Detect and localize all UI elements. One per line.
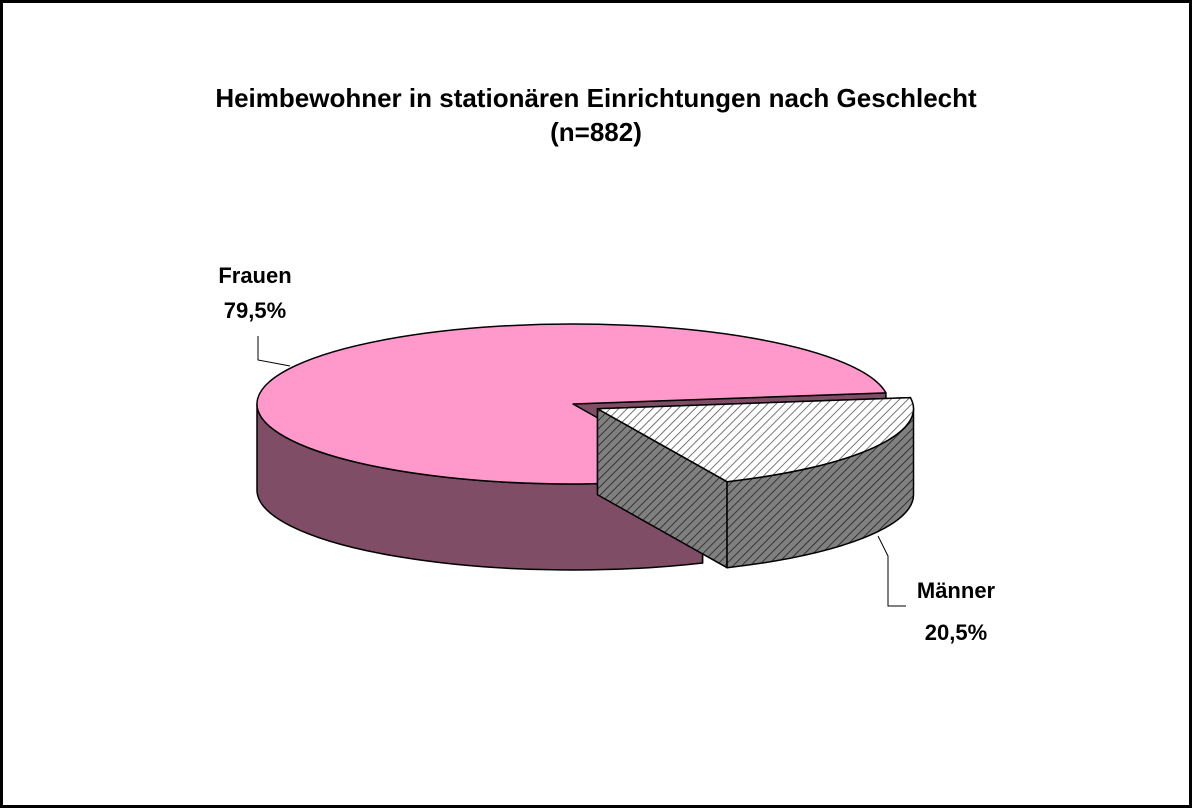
- category-label: Frauen: [218, 263, 291, 288]
- category-label: Männer: [917, 578, 996, 603]
- chart-subtitle: (n=882): [550, 117, 642, 147]
- slice-top: [256, 323, 887, 485]
- leader-line: [877, 535, 906, 607]
- leader-line: [257, 336, 291, 367]
- value-label: 79,5%: [224, 298, 286, 323]
- value-label: 20,5%: [925, 620, 987, 645]
- pie: [256, 323, 915, 571]
- slice-top: [596, 396, 915, 483]
- chart-title: Heimbewohner in stationären Einrichtunge…: [215, 83, 977, 113]
